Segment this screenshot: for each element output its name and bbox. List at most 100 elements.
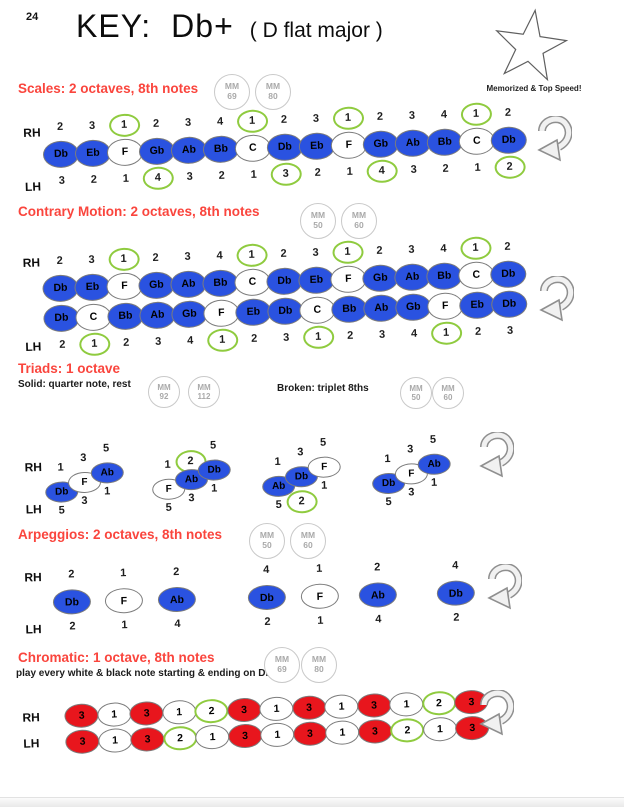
finger-number: 3 <box>312 246 319 259</box>
mm-value: 92 <box>159 392 169 401</box>
note-cell: 3 <box>65 728 101 755</box>
finger-cell: 2 <box>238 326 271 351</box>
finger-number: 4 <box>452 559 459 572</box>
repeat-arrow-icon <box>476 431 515 485</box>
lh-label: LH <box>25 622 42 637</box>
note-oval: Eb <box>74 138 112 167</box>
note-cell: Eb <box>234 296 272 327</box>
finger-cell: 2 <box>55 620 89 633</box>
note-oval: 3 <box>130 726 165 753</box>
triad-group: 1 Db 5 3 F 3 5 Ab 1 <box>371 421 484 524</box>
repeat-arrow-icon <box>484 563 523 617</box>
note-cell: Db <box>42 138 80 169</box>
finger-cell: 2 <box>268 107 301 132</box>
finger-number: 3 <box>408 243 415 256</box>
metronome-badge: MM 60 <box>432 377 464 409</box>
note-cell: Eb <box>74 137 112 168</box>
finger-cell: 1 <box>460 101 493 126</box>
note-cell: F <box>329 263 367 294</box>
note-oval: Ab <box>170 269 207 298</box>
note-oval: 3 <box>227 723 263 749</box>
note-cell: Ab <box>170 134 208 165</box>
finger-number: 1 <box>302 324 335 349</box>
finger-number: 2 <box>123 336 130 349</box>
note-cell: 3 <box>130 726 165 753</box>
finger-cell: 3 <box>397 157 430 182</box>
note-oval: Gb <box>394 292 432 321</box>
finger-cell: 5 <box>196 440 230 452</box>
note-oval: 1 <box>195 724 230 750</box>
note-oval: Ab <box>394 128 432 157</box>
note-oval: Db <box>197 459 232 481</box>
note-oval: Eb <box>234 297 272 326</box>
finger-number: 3 <box>80 451 87 465</box>
finger-number: 2 <box>453 611 460 624</box>
note-oval: C <box>234 133 272 162</box>
finger-number: 4 <box>216 249 223 262</box>
note-cell: 3 <box>291 694 327 721</box>
finger-cell: 5 <box>416 434 450 446</box>
note-oval: F <box>307 456 341 479</box>
note-cell: Bb <box>330 293 368 324</box>
page-title: KEY: Db+ ( D flat major ) <box>76 8 383 45</box>
note-cell: 1 <box>195 724 230 751</box>
finger-cell: 1 <box>236 108 269 133</box>
finger-number: 2 <box>90 173 98 186</box>
finger-cell: 2 <box>301 160 334 185</box>
finger-number: 2 <box>250 332 258 345</box>
finger-number: 2 <box>56 254 63 267</box>
note-oval: Eb <box>458 290 496 319</box>
note-cell: F <box>202 297 240 328</box>
finger-number: 3 <box>81 494 88 508</box>
finger-number: 3 <box>154 335 162 348</box>
note-oval: F <box>329 264 367 293</box>
mm-label: MM <box>351 210 367 221</box>
finger-number: 4 <box>440 242 447 255</box>
finger-cell: 2 <box>46 332 79 357</box>
note-cell: Gb <box>138 135 176 166</box>
note-oval: F <box>104 587 144 614</box>
finger-number: 2 <box>474 325 482 338</box>
finger-number: 2 <box>218 169 225 182</box>
finger-number: 3 <box>407 443 414 456</box>
finger-number: 1 <box>235 242 268 267</box>
triads-chord-row: RH LH 1 Db 5 3 F 3 5 Ab 1 1 F 5 2 Ab 3 5 Db 1 1 Ab 5 3 Db 2 5 F 1 1… <box>24 420 516 532</box>
repeat-arrow-icon <box>536 275 575 329</box>
finger-cell: 1 <box>307 480 341 492</box>
finger-number: 1 <box>104 485 111 498</box>
note-oval: C <box>75 302 112 331</box>
note-oval: Db <box>266 296 304 325</box>
note-cell: Eb <box>74 271 111 302</box>
mm-value: 69 <box>277 664 287 674</box>
finger-number: 5 <box>102 442 110 455</box>
finger-number: 2 <box>493 154 526 179</box>
finger-number: 1 <box>236 108 268 133</box>
note-oval: 3 <box>64 703 100 729</box>
triads-heading: Triads: 1 octave <box>18 361 121 376</box>
finger-cell: 1 <box>107 619 141 632</box>
note-cell: 3 <box>292 720 328 747</box>
finger-cell: 3 <box>172 110 205 135</box>
mm-value: 60 <box>443 393 453 402</box>
finger-cell: 1 <box>90 485 124 498</box>
mm-value: 80 <box>314 664 324 674</box>
note-oval: Db <box>490 125 528 154</box>
finger-number: 5 <box>58 504 65 517</box>
note-cell: F <box>106 136 144 167</box>
finger-cell: 2 <box>159 566 193 579</box>
title-subtitle: ( D flat major ) <box>249 19 383 42</box>
mm-value: 69 <box>227 91 237 101</box>
note-cell: 3 <box>129 700 165 727</box>
mm-label: MM <box>311 654 327 665</box>
finger-cell: 4 <box>174 328 207 353</box>
finger-cell: 4 <box>361 613 395 626</box>
note-cell: C <box>75 301 112 332</box>
note-oval: C <box>234 267 271 296</box>
finger-cell: 3 <box>396 103 429 128</box>
finger-number: 5 <box>275 498 282 511</box>
finger-number: 2 <box>152 117 160 130</box>
title-key-name: Db+ <box>171 8 234 44</box>
finger-cell: 2 <box>429 156 462 181</box>
finger-cell: 1 <box>461 155 494 180</box>
finger-number: 2 <box>504 106 512 119</box>
